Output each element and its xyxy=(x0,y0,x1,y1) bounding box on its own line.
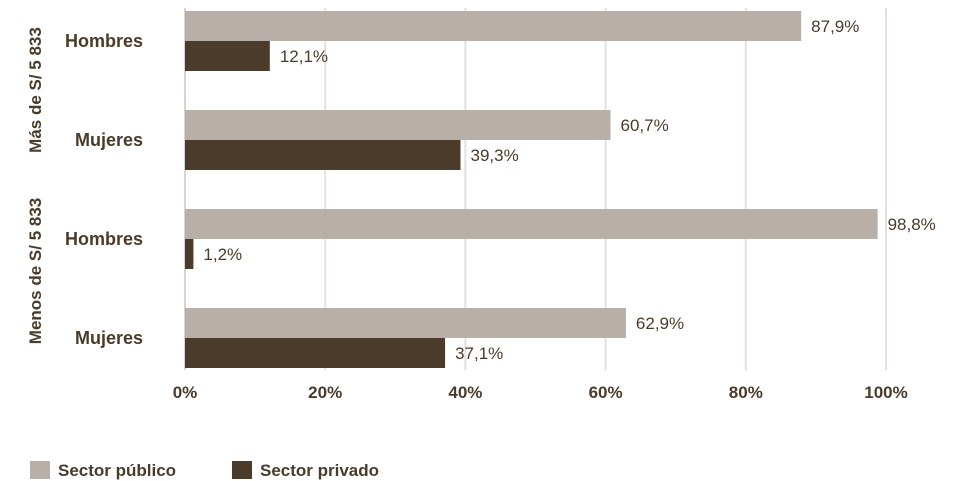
x-axis-ticks: 0% 20% 40% 60% 80% 100% xyxy=(173,383,908,402)
group-label-1: Menos de S/ 5 833 xyxy=(26,198,45,344)
group-labels: Más de S/ 5 833 Menos de S/ 5 833 xyxy=(26,27,45,344)
category-label-1: Mujeres xyxy=(75,130,143,150)
bar-privado-2 xyxy=(185,239,194,269)
bar-publico-2 xyxy=(185,209,878,239)
data-label-privado-0: 12,1% xyxy=(280,47,328,66)
data-label-publico-2: 98,8% xyxy=(888,215,936,234)
data-labels: 87,9% 60,7% 98,8% 62,9% 12,1% 39,3% 1,2% 37,1% xyxy=(203,17,935,363)
bar-privado-1 xyxy=(185,140,461,170)
category-labels: Hombres Mujeres Hombres Mujeres xyxy=(65,31,143,348)
bar-publico-3 xyxy=(185,308,626,338)
x-tick-label-40: 40% xyxy=(448,383,482,402)
data-label-publico-3: 62,9% xyxy=(636,314,684,333)
legend: Sector público Sector privado xyxy=(30,461,379,480)
data-label-privado-3: 37,1% xyxy=(455,344,503,363)
bars xyxy=(185,11,878,368)
x-tick-label-20: 20% xyxy=(308,383,342,402)
x-tick-label-60: 60% xyxy=(589,383,623,402)
category-label-0: Hombres xyxy=(65,31,143,51)
bar-privado-0 xyxy=(185,41,270,71)
legend-swatch-privado xyxy=(232,461,252,479)
category-label-3: Mujeres xyxy=(75,328,143,348)
data-label-privado-1: 39,3% xyxy=(470,146,518,165)
bar-privado-3 xyxy=(185,338,446,368)
group-label-0: Más de S/ 5 833 xyxy=(26,27,45,153)
x-tick-label-100: 100% xyxy=(864,383,907,402)
legend-label-publico: Sector público xyxy=(58,461,176,480)
bar-publico-0 xyxy=(185,11,802,41)
data-label-publico-0: 87,9% xyxy=(811,17,859,36)
data-label-publico-1: 60,7% xyxy=(621,116,669,135)
x-tick-label-80: 80% xyxy=(729,383,763,402)
legend-swatch-publico xyxy=(30,461,50,479)
x-tick-label-0: 0% xyxy=(173,383,198,402)
legend-label-privado: Sector privado xyxy=(260,461,379,480)
bar-publico-1 xyxy=(185,110,611,140)
category-label-2: Hombres xyxy=(65,229,143,249)
data-label-privado-2: 1,2% xyxy=(203,245,242,264)
